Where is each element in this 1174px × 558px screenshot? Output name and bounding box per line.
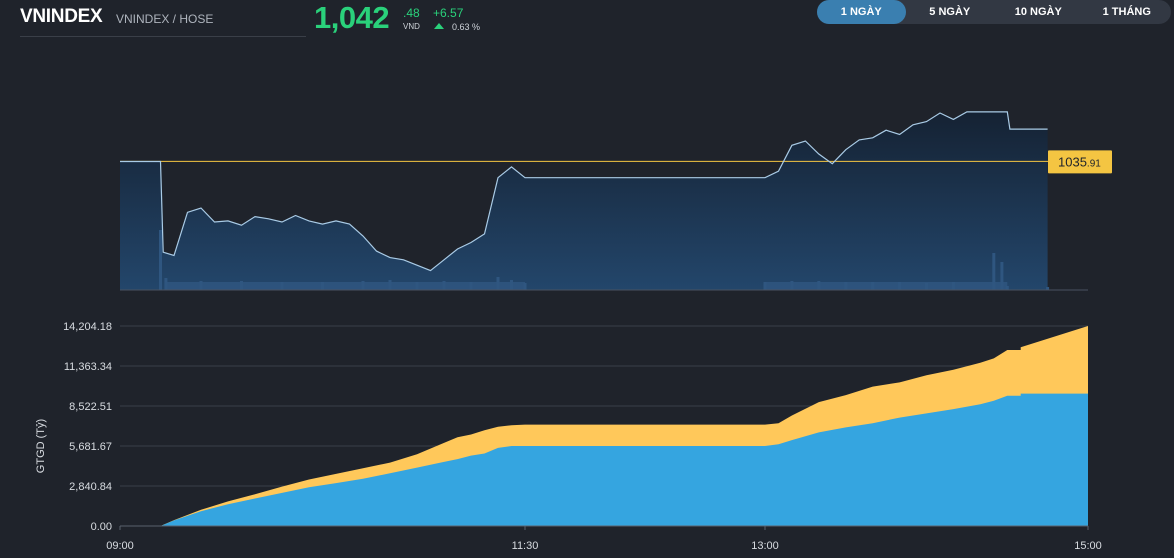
- y-tick-label: 2,840.84: [69, 481, 112, 493]
- price-integer: 1,042: [314, 0, 390, 35]
- reference-value: 1035.91: [1058, 154, 1101, 169]
- y-tick-label: 8,522.51: [69, 401, 112, 413]
- price-area: [120, 111, 1048, 291]
- price-line: [120, 111, 1048, 272]
- volume-bar: [992, 253, 996, 290]
- tab-10-days[interactable]: 10 NGÀY: [1014, 6, 1062, 18]
- tab-5-days[interactable]: 5 NGÀY: [929, 6, 971, 18]
- y-tick-label: 11,363.34: [64, 361, 112, 373]
- price-chart: 1035.91: [120, 111, 1112, 291]
- header-divider: [20, 36, 306, 37]
- volume-bar: [1046, 287, 1050, 290]
- price-unit: VND: [403, 22, 420, 31]
- y-tick-label: 5,681.67: [69, 441, 112, 453]
- y-tick-label: 0.00: [91, 521, 112, 533]
- price-decimal: .48: [403, 6, 420, 20]
- x-tick-label: 15:00: [1074, 540, 1102, 552]
- price-change: +6.57: [433, 6, 464, 20]
- y-axis-label: GTGD (Tỷ): [35, 419, 47, 473]
- price-change-percent: 0.63 %: [452, 22, 481, 32]
- volume-base: [165, 282, 525, 290]
- x-tick-label: 11:30: [512, 540, 539, 552]
- trading-value-chart: 0.00 2,840.84 5,681.67 8,522.51 11,363.34 14,…: [35, 321, 1102, 552]
- timeframe-tabs: 1 NGÀY 5 NGÀY 10 NGÀY 1 THÁNG: [817, 0, 1171, 24]
- x-tick-label: 09:00: [106, 540, 134, 552]
- reference-badge: [1048, 150, 1112, 174]
- volume-bar: [1000, 262, 1004, 290]
- value-area-primary: [120, 393, 1088, 526]
- exchange-label: VNINDEX / HOSE: [116, 12, 214, 26]
- up-arrow-icon: [434, 23, 444, 29]
- tab-1-day[interactable]: 1 NGÀY: [817, 0, 906, 24]
- header: VNINDEX VNINDEX / HOSE 1,042 .48 VND +6.…: [0, 0, 1174, 40]
- tab-1-month[interactable]: 1 THÁNG: [1102, 6, 1151, 18]
- y-tick-label: 14,204.18: [63, 321, 112, 333]
- volume-base: [765, 282, 1008, 290]
- x-tick-label: 13:00: [751, 540, 779, 552]
- ticker-symbol: VNINDEX: [20, 6, 103, 27]
- volume-bar: [159, 230, 162, 290]
